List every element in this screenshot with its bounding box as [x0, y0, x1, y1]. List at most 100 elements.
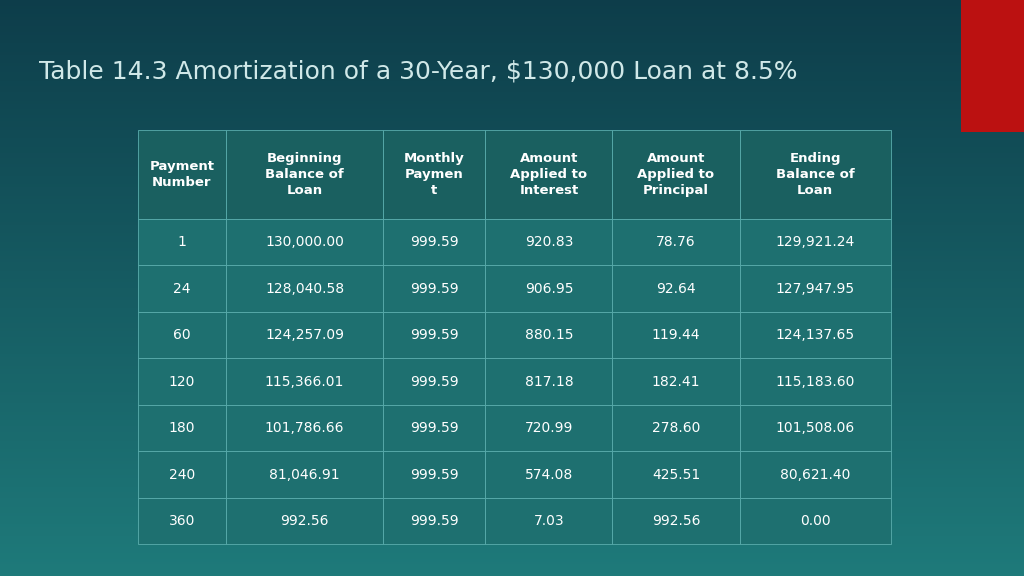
Bar	[0, 444, 1024, 446]
Bar	[0, 346, 1024, 348]
Bar	[0, 516, 1024, 518]
Bar	[0, 472, 1024, 475]
Bar	[0, 150, 1024, 153]
Bar	[612, 219, 739, 266]
Bar	[0, 86, 1024, 89]
Bar	[0, 429, 1024, 432]
Bar	[383, 312, 485, 358]
Bar	[0, 544, 1024, 547]
Bar	[612, 452, 739, 498]
Bar	[0, 84, 1024, 86]
Bar	[0, 138, 1024, 141]
Bar	[0, 524, 1024, 527]
Bar	[138, 219, 225, 266]
Text: 115,366.01: 115,366.01	[265, 374, 344, 389]
Bar	[485, 452, 612, 498]
Text: 128,040.58: 128,040.58	[265, 282, 344, 295]
Bar	[739, 130, 891, 219]
Bar	[0, 271, 1024, 274]
Bar	[0, 527, 1024, 530]
Bar	[138, 498, 225, 544]
Text: 999.59: 999.59	[411, 282, 459, 295]
Bar	[383, 498, 485, 544]
Bar	[0, 397, 1024, 400]
Bar	[0, 46, 1024, 49]
Bar	[0, 386, 1024, 389]
Text: 999.59: 999.59	[411, 235, 459, 249]
Bar	[0, 66, 1024, 69]
Bar	[0, 58, 1024, 60]
Bar	[0, 530, 1024, 533]
Bar	[0, 305, 1024, 308]
Bar	[0, 92, 1024, 95]
Text: 60: 60	[173, 328, 190, 342]
Text: 92.64: 92.64	[656, 282, 696, 295]
Bar	[0, 23, 1024, 26]
Text: 0.00: 0.00	[800, 514, 830, 528]
Bar	[0, 547, 1024, 550]
Bar	[485, 266, 612, 312]
Bar	[0, 458, 1024, 461]
Bar	[739, 498, 891, 544]
Bar	[0, 253, 1024, 256]
Bar	[138, 312, 225, 358]
Bar	[0, 9, 1024, 12]
Bar	[138, 452, 225, 498]
Bar	[0, 432, 1024, 435]
Bar	[0, 510, 1024, 513]
Text: 992.56: 992.56	[651, 514, 700, 528]
Bar	[383, 452, 485, 498]
Bar	[0, 179, 1024, 181]
Bar	[0, 498, 1024, 501]
Bar	[0, 395, 1024, 397]
Text: 120: 120	[169, 374, 196, 389]
Text: 130,000.00: 130,000.00	[265, 235, 344, 249]
Bar	[0, 302, 1024, 305]
Text: 992.56: 992.56	[281, 514, 329, 528]
Text: 81,046.91: 81,046.91	[269, 468, 340, 482]
Bar	[485, 312, 612, 358]
Bar	[0, 204, 1024, 207]
Bar	[0, 81, 1024, 84]
Bar	[0, 469, 1024, 472]
Text: 240: 240	[169, 468, 195, 482]
Bar	[612, 405, 739, 452]
Text: 180: 180	[169, 421, 196, 435]
Text: Payment
Number: Payment Number	[150, 160, 214, 189]
Bar	[0, 420, 1024, 423]
Bar	[0, 173, 1024, 176]
Bar	[0, 239, 1024, 242]
Bar	[0, 199, 1024, 202]
Bar	[0, 20, 1024, 23]
Bar	[0, 78, 1024, 81]
Bar	[0, 360, 1024, 363]
Text: 906.95: 906.95	[524, 282, 573, 295]
Bar	[138, 358, 225, 405]
Text: 124,257.09: 124,257.09	[265, 328, 344, 342]
Bar	[0, 262, 1024, 265]
Text: Ending
Balance of
Loan: Ending Balance of Loan	[776, 151, 855, 196]
Bar	[0, 29, 1024, 32]
Bar	[0, 567, 1024, 570]
Bar	[0, 363, 1024, 366]
Bar	[0, 481, 1024, 484]
Text: 999.59: 999.59	[411, 514, 459, 528]
Bar	[0, 478, 1024, 481]
Bar	[0, 40, 1024, 43]
Bar	[0, 14, 1024, 17]
Bar	[0, 49, 1024, 52]
Bar	[0, 89, 1024, 92]
Text: 920.83: 920.83	[524, 235, 573, 249]
Bar	[0, 409, 1024, 412]
Bar	[0, 331, 1024, 334]
Bar	[0, 314, 1024, 317]
Text: 720.99: 720.99	[524, 421, 573, 435]
Bar	[0, 236, 1024, 239]
Bar	[0, 167, 1024, 170]
Text: Table 14.3 Amortization of a 30-Year, $130,000 Loan at 8.5%: Table 14.3 Amortization of a 30-Year, $1…	[39, 60, 798, 84]
Bar	[0, 115, 1024, 118]
Bar	[0, 60, 1024, 63]
Text: 999.59: 999.59	[411, 374, 459, 389]
Bar	[0, 550, 1024, 553]
Bar	[0, 504, 1024, 507]
